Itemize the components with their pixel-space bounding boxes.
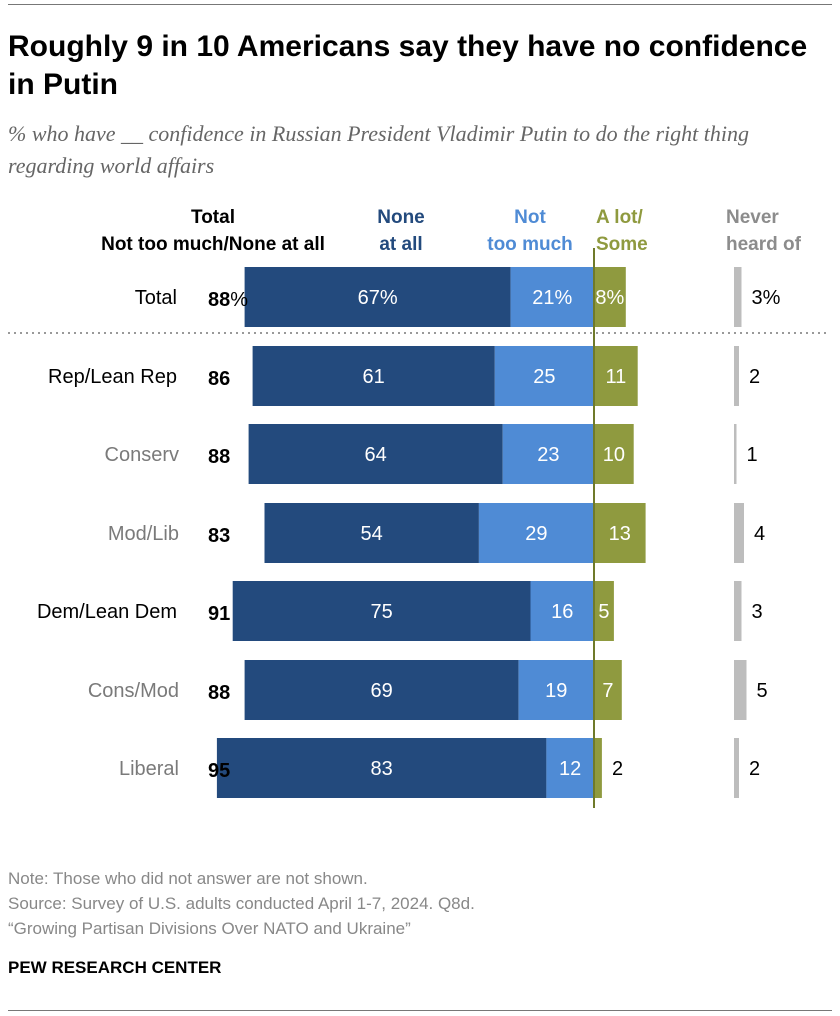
bar-never-heard xyxy=(734,503,744,563)
label-none-at-all: 61 xyxy=(363,366,385,388)
bar-never-heard xyxy=(734,738,739,798)
row-total: 83 xyxy=(208,525,230,547)
header-nottoo-line2: too much xyxy=(487,234,573,255)
header-none-line1: None xyxy=(377,207,425,228)
bar-none-at-all xyxy=(248,424,503,484)
chart-subtitle: % who have __ confidence in Russian Pres… xyxy=(8,121,749,178)
header-never-line1: Never xyxy=(726,207,779,228)
bar-never-heard xyxy=(734,660,747,720)
label-a-lot-some: 5 xyxy=(598,601,609,623)
label-never-heard: 1 xyxy=(747,444,758,466)
bar-not-too-much xyxy=(494,346,595,406)
bar-none-at-all xyxy=(264,503,479,563)
label-never-heard: 3 xyxy=(752,601,763,623)
header-never-line2: heard of xyxy=(726,234,802,255)
label-none-at-all: 75 xyxy=(370,601,392,623)
bar-never-heard xyxy=(734,581,742,641)
label-not-too-much: 25 xyxy=(533,366,555,388)
bar-a-lot-some xyxy=(594,267,626,327)
org-logo-text: PEW RESEARCH CENTER xyxy=(8,958,222,977)
bar-not-too-much xyxy=(518,660,594,720)
bar-none-at-all xyxy=(216,738,547,798)
bar-none-at-all xyxy=(232,581,531,641)
label-a-lot-some: 2 xyxy=(612,758,623,780)
label-a-lot-some: 13 xyxy=(609,523,631,545)
bar-a-lot-some xyxy=(594,503,646,563)
row-total: 88% xyxy=(208,289,248,311)
bar-a-lot-some xyxy=(594,738,602,798)
label-none-at-all: 83 xyxy=(370,758,392,780)
label-not-too-much: 29 xyxy=(525,523,547,545)
row-label: Total xyxy=(135,287,177,309)
header-alot-line2: Some xyxy=(596,234,648,255)
row-label: Cons/Mod xyxy=(88,680,179,702)
label-never-heard: 5 xyxy=(757,680,768,702)
label-not-too-much: 21% xyxy=(532,287,572,309)
bar-never-heard xyxy=(734,424,737,484)
label-not-too-much: 12 xyxy=(559,758,581,780)
label-never-heard: 3% xyxy=(752,287,781,309)
note-text: Note: Those who did not answer are not s… xyxy=(8,869,368,888)
bar-a-lot-some xyxy=(594,346,638,406)
label-none-at-all: 64 xyxy=(365,444,387,466)
bar-none-at-all xyxy=(244,267,511,327)
row-total: 88 xyxy=(208,446,230,468)
label-never-heard: 4 xyxy=(754,523,765,545)
row-label: Liberal xyxy=(119,758,179,780)
bottom-rule xyxy=(8,1010,832,1011)
header-none-line2: at all xyxy=(379,234,422,255)
header-total-line2: Not too much/None at all xyxy=(101,234,325,255)
header-total-line1: Total xyxy=(191,207,235,228)
report-title: “Growing Partisan Divisions Over NATO an… xyxy=(8,919,411,938)
label-a-lot-some: 7 xyxy=(602,680,613,702)
bar-none-at-all xyxy=(244,660,519,720)
bar-not-too-much xyxy=(478,503,594,563)
source-text: Source: Survey of U.S. adults conducted … xyxy=(8,894,475,913)
bar-never-heard xyxy=(734,267,742,327)
label-a-lot-some: 11 xyxy=(605,366,626,388)
label-not-too-much: 16 xyxy=(551,601,573,623)
label-none-at-all: 69 xyxy=(370,680,392,702)
row-total: 95 xyxy=(208,760,230,782)
label-none-at-all: 54 xyxy=(361,523,383,545)
top-rule xyxy=(8,4,832,5)
header-alot-line1: A lot/ xyxy=(596,207,644,228)
bar-not-too-much xyxy=(510,267,594,327)
label-not-too-much: 23 xyxy=(537,444,559,466)
bar-a-lot-some xyxy=(594,660,622,720)
label-never-heard: 2 xyxy=(749,758,760,780)
label-a-lot-some: 8% xyxy=(595,287,624,309)
row-total: 88 xyxy=(208,682,230,704)
bar-none-at-all xyxy=(252,346,495,406)
chart-title: Roughly 9 in 10 Americans say they have … xyxy=(8,30,808,101)
label-never-heard: 2 xyxy=(749,366,760,388)
bar-not-too-much xyxy=(546,738,594,798)
row-label: Dem/Lean Dem xyxy=(37,601,177,623)
bar-never-heard xyxy=(734,346,739,406)
row-label: Rep/Lean Rep xyxy=(48,366,177,388)
label-a-lot-some: 10 xyxy=(603,444,625,466)
bar-a-lot-some xyxy=(594,424,634,484)
row-total: 86 xyxy=(208,368,230,390)
column-headers: Total Not too much/None at all None at a… xyxy=(101,207,802,255)
bar-not-too-much xyxy=(502,424,594,484)
label-not-too-much: 19 xyxy=(545,680,567,702)
row-total: 91 xyxy=(208,603,230,625)
row-label: Conserv xyxy=(105,444,179,466)
bar-not-too-much xyxy=(530,581,594,641)
diverging-bar-chart: Total Not too much/None at all None at a… xyxy=(8,207,830,808)
bar-a-lot-some xyxy=(594,581,614,641)
notes-block: Note: Those who did not answer are not s… xyxy=(8,866,475,941)
label-none-at-all: 67% xyxy=(358,287,398,309)
header-nottoo-line1: Not xyxy=(514,207,546,228)
row-label: Mod/Lib xyxy=(108,523,179,545)
